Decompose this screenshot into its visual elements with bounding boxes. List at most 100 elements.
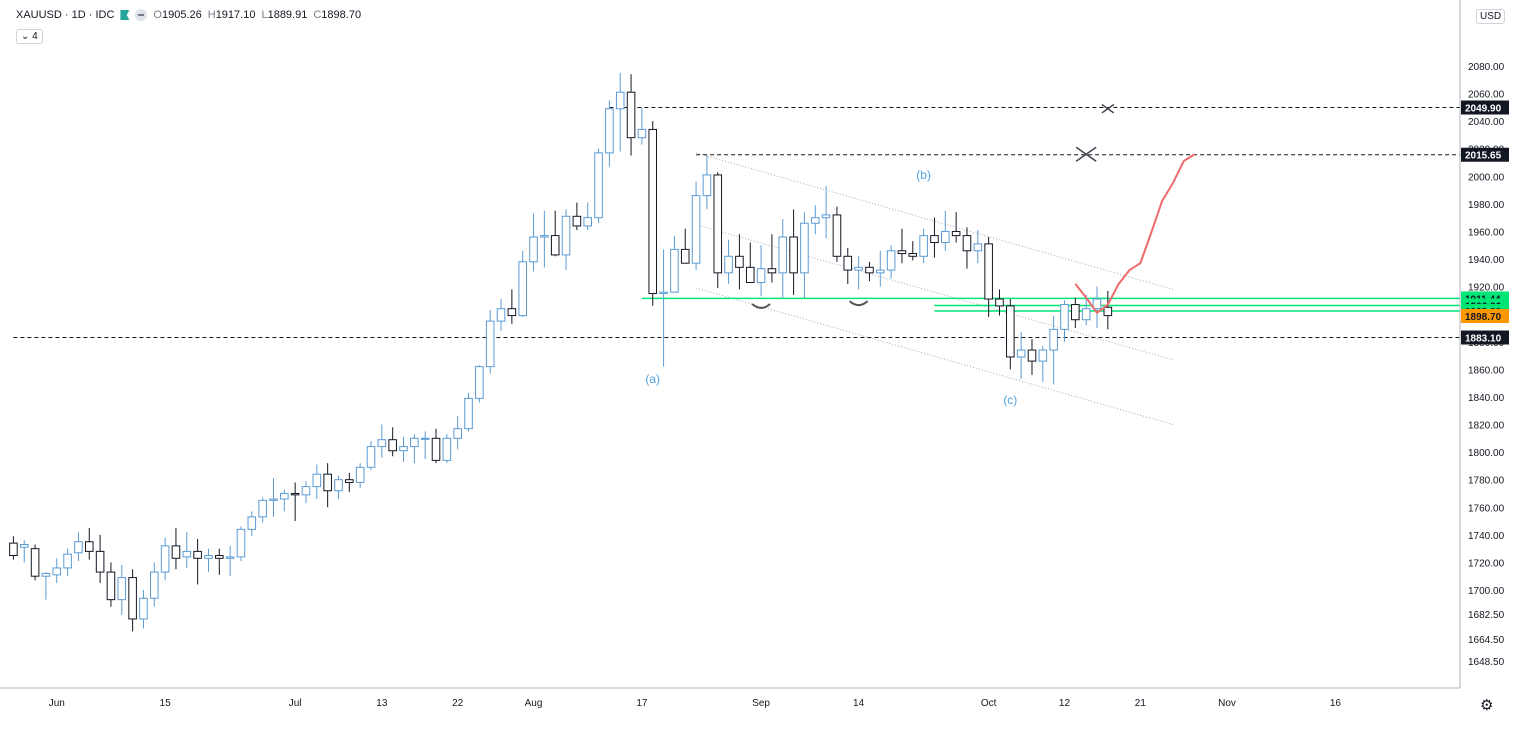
candle-body [377,439,387,448]
candle-body [529,236,538,263]
price-tick-label: 1840.00 [1468,393,1505,404]
candle-body [117,577,127,601]
candle-body [30,548,40,577]
price-axis[interactable]: 2080.002060.002040.002020.002000.001980.… [1459,0,1509,688]
candle-body [485,320,495,368]
candle-body [886,250,896,271]
candle-body [800,222,809,274]
time-tick-label: 13 [376,698,388,709]
candle-body [865,266,874,274]
candle-body [605,108,614,154]
candle-body [518,261,527,317]
candle-body [594,152,603,219]
candle-body [767,268,777,274]
price-label-bg [1461,330,1509,345]
candle-body [139,597,148,620]
candle-body [875,269,885,274]
candle-body [334,479,343,492]
wave-label: (c) [1003,393,1017,407]
indicators-toggle-button[interactable]: ⌄ 4 [16,29,43,44]
price-tick-label: 1664.50 [1468,635,1505,646]
candle-body [854,266,863,271]
candle-body [724,255,733,274]
ohlc-low: L1889.91 [261,9,308,21]
price-tick-label: 1960.00 [1468,227,1505,238]
horizontal-lines [13,107,1460,339]
time-tick-label: Jul [289,698,302,709]
candle-body [756,268,766,283]
candle-body [951,230,961,237]
time-tick-label: 16 [1330,698,1342,709]
gear-icon[interactable]: ⚙ [1480,697,1494,714]
channel-lines [695,152,1173,425]
candle-body [973,243,983,252]
currency-button[interactable]: USD [1476,9,1506,24]
candle-body [496,308,506,322]
time-tick-label: Sep [752,698,770,709]
candle-body [745,266,755,283]
price-tick-label: 1648.50 [1468,657,1505,668]
time-axis[interactable]: Jun 15 Jul 13 22 Aug 17 Sep 14 Oct 12 21 Nov 16 [0,687,1460,709]
candle-body [84,541,94,552]
price-tick-label: 2080.00 [1468,62,1505,73]
price-label: 2015.65 [1465,151,1502,162]
candle-body [507,308,517,317]
candle-body [9,542,18,557]
price-label: 2049.90 [1465,104,1502,115]
candle-body [1103,306,1113,317]
candle-body [41,572,51,577]
candle-body [464,397,473,430]
time-tick-label: 12 [1059,698,1071,709]
wave-label: (a) [645,372,660,386]
candle-body [637,128,647,139]
candle-body [1060,304,1069,330]
candle-body [702,174,712,197]
ohlc-close: C1898.70 [313,9,362,21]
candle-body [19,543,29,548]
candle-body [128,577,137,620]
candle-body [106,571,116,601]
candle-body [1049,328,1058,351]
wave-label: (b) [916,168,931,182]
candle-body [160,545,170,573]
candle-body [626,91,636,139]
candle-body [52,567,62,576]
candle-body [301,486,311,496]
candle-body [1081,308,1091,321]
candle-body [290,492,300,496]
candle-body [962,235,972,252]
candle-body [355,466,365,483]
candle-body [269,498,278,501]
candle-body [984,243,993,300]
candle-body [388,439,397,452]
chart-legend: XAUUSD · 1D · IDC O1905.26 H1917.10 L188… [16,9,361,21]
time-tick-label: 14 [853,698,865,709]
candle-body [930,235,939,244]
flag-icon[interactable] [120,10,130,20]
support-arc [848,300,869,307]
candle-body [583,217,593,227]
price-tick-label: 1682.50 [1468,610,1505,621]
time-tick-label: 22 [452,698,464,709]
candle-body [431,437,441,461]
hide-icon[interactable] [135,9,148,21]
candle-body [615,91,625,110]
price-tick-label: 1820.00 [1468,421,1505,432]
symbol-label[interactable]: XAUUSD · 1D · IDC [16,9,115,21]
candle-body [182,550,192,558]
candle-body [1016,349,1026,358]
candle-body [323,473,332,492]
candle-body [442,437,452,461]
candle-body [420,437,430,440]
candle-body [95,550,105,573]
cross-mark [1101,103,1115,114]
candle-body [225,556,235,559]
candle-body [475,366,484,399]
candle-body [204,555,213,559]
candle-body [778,236,788,274]
cross-mark [1075,146,1097,162]
candle-body [247,516,257,530]
time-tick-label: Jun [49,698,65,709]
candle-body [735,255,744,268]
